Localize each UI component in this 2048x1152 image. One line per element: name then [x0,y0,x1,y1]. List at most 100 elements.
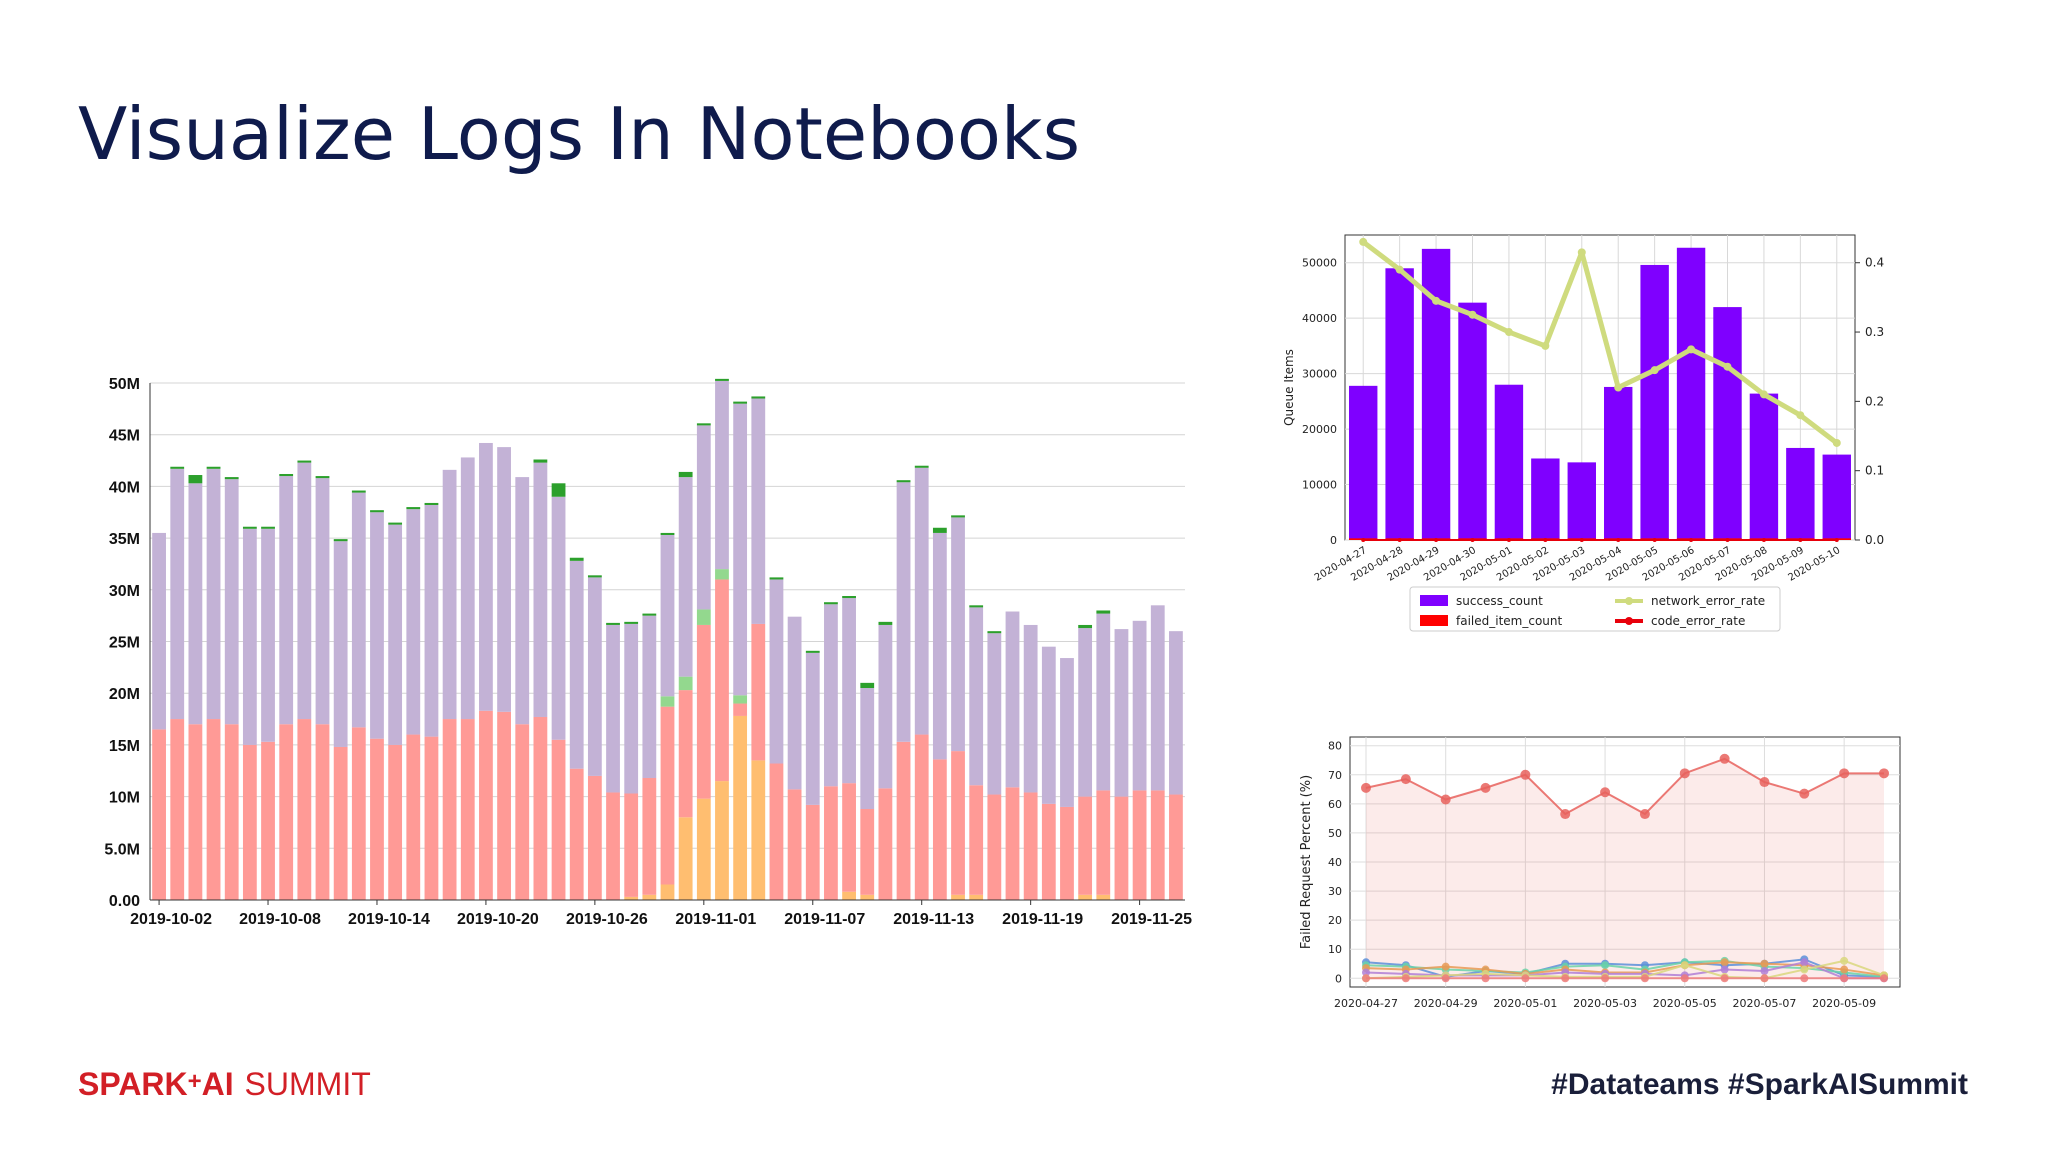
bar-segment [932,532,947,760]
bar-segment [987,633,1002,795]
bar-segment [951,751,965,895]
success-count-bar [1458,302,1487,540]
bar-segment [1005,787,1020,900]
bar-segment [969,785,984,895]
bar-segment [969,894,984,900]
bar-segment [769,577,784,580]
bar-segment [896,482,911,742]
success-count-bar [1567,462,1596,540]
bar-segment [1114,796,1129,900]
success-count-bar [1385,268,1414,540]
y-tick-label: 35M [109,531,140,548]
y-tick-label: 0 [1335,972,1342,985]
y-tick-label: 15M [109,738,140,755]
y-tick-label: 40000 [1302,312,1337,325]
bar-segment [787,789,802,900]
bar-segment [569,768,584,900]
bar-segment [569,560,584,769]
bar-segment [279,724,294,900]
failed-request-chart: 0 10 20 30 40 50 60 70 80 2020-04-27 2020-04-29 202… [1299,736,1901,1010]
hashtags: #Datateams #SparkAISummit [1551,1068,1968,1101]
bar-segment [1114,629,1129,797]
bar-segment [261,528,275,742]
bar-segment [987,794,1002,900]
series-point [1840,974,1849,983]
network_error_rate-point [1468,310,1477,319]
bar-segment [515,477,530,725]
y-tick-label: 10 [1328,943,1342,956]
logo-plus: + [187,1068,202,1095]
code_error_rate-point [1725,538,1730,542]
stacked-bar-chart: 0.00 5.0M 10M 15M 20M 25M 30M 35M 40M 45M 50M 2019-… [104,376,1192,928]
success-count-bar [1640,264,1669,540]
bar-segment [678,676,693,691]
bar-segment [351,490,366,493]
series-point [1561,974,1570,983]
series-point [1759,777,1770,788]
series-point [1520,769,1531,780]
bar-segment [587,575,602,578]
slide-title: Visualize Logs In Notebooks [78,92,1081,176]
bar-segment [624,621,639,624]
series-point [1601,961,1610,970]
bar-segment [951,515,965,518]
x-tick-label: 2019-10-26 [566,911,648,928]
bar-segment [733,401,748,404]
bar-segment [678,817,693,900]
bar-segment [370,512,384,739]
bar-segment [606,622,620,625]
bar-segment [914,467,929,735]
x-tick-label: 2019-11-19 [1002,911,1083,928]
bar-segment [606,624,620,793]
bar-segment [842,891,856,900]
bar-segment [660,884,675,900]
bar-segment [333,541,348,747]
bar-segment [479,442,493,711]
bar-segment [533,716,548,900]
logo-ai: AI [201,1066,234,1102]
x-tick-label: 2019-11-07 [784,911,865,928]
success-count-bar [1604,386,1633,540]
network_error_rate-point [1541,341,1550,350]
code_error_rate-point [1506,538,1511,542]
bar-segment [206,468,221,720]
y-tick-label: 30 [1328,885,1342,898]
bar-segment [351,727,366,900]
series-point [1639,809,1650,820]
bar-segment [551,483,566,497]
bar-segment [1023,792,1038,900]
series-point [1601,974,1610,983]
bar-segment [842,598,856,784]
bar-segment [696,423,711,426]
series-point [1800,958,1809,967]
code_error_rate-point [1579,538,1584,542]
bar-segment [624,793,639,897]
bar-segment [1041,646,1056,804]
series-point [1361,782,1371,793]
series-point [1720,965,1729,974]
bar-segment [805,652,820,805]
legend-marker [1625,617,1633,625]
bar-segment [696,798,711,900]
bar-segment [642,777,657,895]
series-point [1720,958,1729,967]
bar-segment [315,724,330,900]
bar-segment [460,457,475,720]
bar-segment [1078,894,1093,900]
bar-segment [751,623,766,761]
network_error_rate-point [1759,390,1768,399]
y2-tick-label: 0.2 [1865,394,1884,408]
bar-segment [188,483,203,725]
bar-segment [951,517,965,752]
bar-segment [442,719,457,900]
bar-segment [678,471,693,478]
bar-segment [733,703,748,716]
plot-frame [1344,234,1856,541]
bar-segment [733,403,748,696]
bar-segment [969,607,984,786]
x-tick-label: 2019-11-13 [893,911,974,928]
bar-segment [1005,611,1020,788]
legend-marker [1625,597,1633,605]
bar-segment [315,476,330,479]
y-tick-label: 50 [1328,827,1342,840]
